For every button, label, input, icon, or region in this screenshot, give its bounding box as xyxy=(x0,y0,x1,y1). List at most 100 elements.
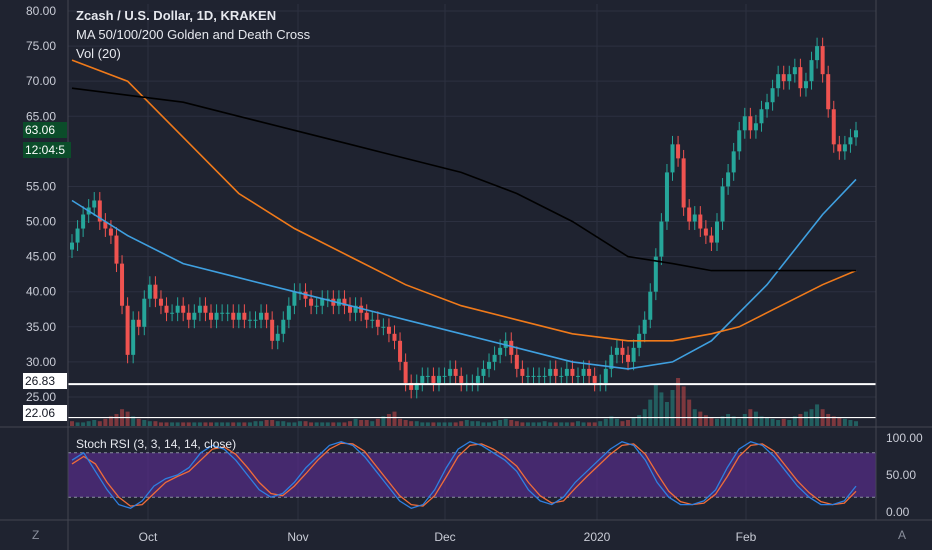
last-price-tag: 63.06 xyxy=(23,122,67,138)
chart-title: Zcash / U.S. Dollar, 1D, KRAKEN xyxy=(76,8,277,23)
volume-bar xyxy=(175,422,180,426)
candle-body xyxy=(592,375,597,383)
volume-bar xyxy=(792,416,797,426)
candle-body xyxy=(320,298,325,306)
candle-body xyxy=(792,67,797,75)
auto-scale-button[interactable]: A xyxy=(898,528,907,542)
volume-bar xyxy=(181,422,186,426)
candle-body xyxy=(225,312,230,314)
candle-body xyxy=(414,382,419,390)
volume-bar xyxy=(670,390,675,426)
candle-body xyxy=(386,326,391,334)
volume-bar xyxy=(448,422,453,426)
volume-bar xyxy=(436,422,441,426)
volume-bar xyxy=(414,421,419,426)
volume-bar xyxy=(826,414,831,426)
candle-body xyxy=(492,354,497,362)
volume-bar xyxy=(398,418,403,426)
timezone-left-label[interactable]: Z xyxy=(32,528,40,542)
volume-bar xyxy=(842,418,847,426)
y-tick-label: 40.00 xyxy=(26,285,56,299)
candle-body xyxy=(709,235,714,243)
volume-bar xyxy=(331,422,336,426)
volume-bar xyxy=(537,422,542,426)
candle-body xyxy=(475,375,480,383)
volume-bar xyxy=(86,421,91,426)
candle-body xyxy=(848,137,853,145)
volume-bar xyxy=(564,422,569,426)
candle-body xyxy=(220,312,225,314)
candle-body xyxy=(659,221,664,257)
volume-bar xyxy=(848,420,853,426)
volume-bar xyxy=(142,420,147,426)
candle-body xyxy=(787,74,792,82)
volume-bar xyxy=(492,421,497,426)
volume-bar xyxy=(70,421,74,426)
volume-bar xyxy=(281,421,286,426)
volume-bar xyxy=(214,422,219,426)
volume-bar xyxy=(798,414,803,426)
volume-bar xyxy=(698,411,703,426)
volume-bar xyxy=(637,415,642,426)
candle-body xyxy=(664,172,669,222)
volume-bar xyxy=(542,421,547,426)
y-tick-label: 65.00 xyxy=(26,109,56,123)
candle-body xyxy=(309,298,314,306)
volume-bar xyxy=(676,378,681,426)
candle-body xyxy=(442,375,447,377)
candle-body xyxy=(297,291,302,293)
volume-bar xyxy=(375,418,380,426)
candle-body xyxy=(403,361,408,383)
volume-bar xyxy=(420,422,425,426)
candle-body xyxy=(192,312,197,320)
candle-body xyxy=(687,207,692,222)
candle-body xyxy=(698,214,703,229)
candle-body xyxy=(514,354,519,369)
candle-body xyxy=(842,144,847,152)
stoch-rsi-k-line xyxy=(71,440,857,510)
candle-body xyxy=(620,347,625,355)
line-lower-tag: 22.06 xyxy=(23,405,67,421)
volume-bar xyxy=(470,421,475,426)
volume-bar xyxy=(481,422,486,426)
volume-bar xyxy=(314,422,319,426)
candle-body xyxy=(559,375,564,377)
candle-body xyxy=(803,81,808,89)
y-tick-label: 75.00 xyxy=(26,39,56,53)
candle-body xyxy=(108,228,113,236)
volume-bar xyxy=(442,422,447,426)
volume-bar xyxy=(614,418,619,426)
volume-bar xyxy=(770,418,775,426)
volume-bar xyxy=(609,416,614,426)
volume-bar xyxy=(364,420,369,426)
candle-body xyxy=(170,312,175,314)
volume-bar xyxy=(325,422,330,426)
candle-body xyxy=(181,305,186,313)
candle-body xyxy=(409,382,414,390)
x-tick-label: Dec xyxy=(434,530,455,544)
y-tick-label: 70.00 xyxy=(26,74,56,88)
stoch-rsi-band xyxy=(68,452,876,498)
y-tick-label: 45.00 xyxy=(26,250,56,264)
candle-body xyxy=(125,305,130,355)
candle-body xyxy=(753,123,758,131)
candle-body xyxy=(375,319,380,327)
volume-bar xyxy=(403,420,408,426)
volume-bar xyxy=(603,418,608,426)
volume-bar xyxy=(731,416,736,426)
ma50-line xyxy=(71,178,857,370)
volume-bar xyxy=(681,386,686,426)
candle-body xyxy=(603,368,608,383)
volume-bar xyxy=(125,411,130,426)
volume-bar xyxy=(147,421,152,426)
volume-bar xyxy=(525,422,530,426)
candle-body xyxy=(158,298,163,306)
volume-bar xyxy=(264,420,269,426)
volume-bar xyxy=(336,422,341,426)
volume-bar xyxy=(342,422,347,426)
rsi-tick-label: 100.00 xyxy=(886,431,923,445)
volume-bar xyxy=(186,422,191,426)
volume-bar xyxy=(236,422,241,426)
